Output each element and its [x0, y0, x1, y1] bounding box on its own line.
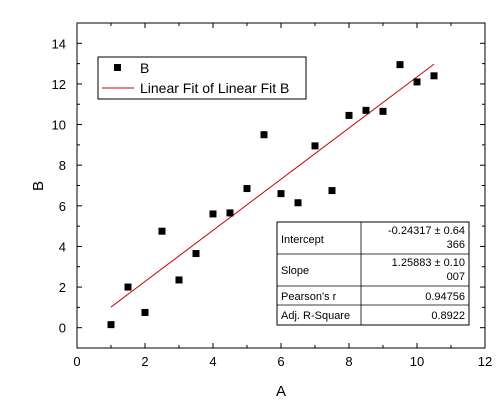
scatter-points [107, 61, 438, 329]
data-point [413, 78, 421, 86]
x-axis-title: A [276, 383, 286, 400]
y-tick-label: 2 [59, 280, 66, 295]
y-tick-label: 14 [52, 36, 66, 51]
data-point [328, 187, 336, 195]
data-point [277, 190, 285, 198]
data-point [243, 185, 251, 193]
data-point [175, 276, 183, 284]
x-tick-label: 6 [277, 354, 284, 369]
y-axis-title: B [30, 181, 47, 191]
stats-label-adj-r-square: Adj. R-Square [281, 310, 350, 322]
data-point [260, 131, 268, 139]
stats-value-intercept-cont: 366 [447, 239, 465, 251]
x-tick-label: 4 [209, 354, 216, 369]
x-tick-label: 2 [141, 354, 148, 369]
data-point [209, 210, 217, 218]
stats-value-pearson: 0.94756 [425, 291, 465, 303]
stats-value-slope: 1.25883 ± 0.10 [392, 257, 465, 269]
data-point [345, 111, 353, 119]
y-tick-label: 10 [52, 118, 66, 133]
legend-marker-square [114, 64, 121, 71]
data-point [124, 283, 132, 291]
stats-table-border [276, 221, 470, 326]
data-point [294, 199, 302, 207]
data-point [192, 250, 200, 258]
linear-fit-line [110, 63, 435, 308]
stats-label-pearson: Pearson's r [281, 291, 337, 303]
stats-table: Intercept -0.24317 ± 0.64 366 Slope 1.25… [276, 221, 470, 326]
fit-line-group [110, 63, 435, 308]
data-point [141, 308, 149, 316]
x-tick-label: 10 [410, 354, 424, 369]
data-point [107, 321, 115, 329]
stats-value-slope-cont: 007 [447, 271, 465, 283]
x-tick-label: 8 [345, 354, 352, 369]
stats-value-intercept: -0.24317 ± 0.64 [388, 225, 465, 237]
data-point [362, 106, 370, 114]
legend: B Linear Fit of Linear Fit B [97, 56, 307, 100]
stats-value-adj-r-square: 0.8922 [431, 310, 465, 322]
legend-label-fit: Linear Fit of Linear Fit B [140, 80, 289, 96]
legend-label-points: B [140, 60, 149, 76]
x-tick-label: 12 [478, 354, 492, 369]
y-axis-ticks: 0 2 4 6 8 10 12 14 [52, 36, 485, 336]
data-point [396, 61, 404, 69]
data-point [430, 72, 438, 80]
legend-box [97, 56, 307, 100]
y-tick-label: 4 [59, 239, 66, 254]
y-tick-label: 6 [59, 199, 66, 214]
data-point [158, 227, 166, 235]
y-tick-label: 0 [59, 321, 66, 336]
stats-label-intercept: Intercept [281, 234, 324, 246]
data-point [379, 107, 387, 115]
data-point [311, 142, 319, 150]
y-tick-label: 12 [52, 77, 66, 92]
y-tick-label: 8 [59, 158, 66, 173]
x-axis-ticks: 0 2 4 6 8 10 12 [73, 23, 492, 369]
x-tick-label: 0 [73, 354, 80, 369]
data-point [226, 209, 234, 217]
stats-label-slope: Slope [281, 265, 309, 277]
